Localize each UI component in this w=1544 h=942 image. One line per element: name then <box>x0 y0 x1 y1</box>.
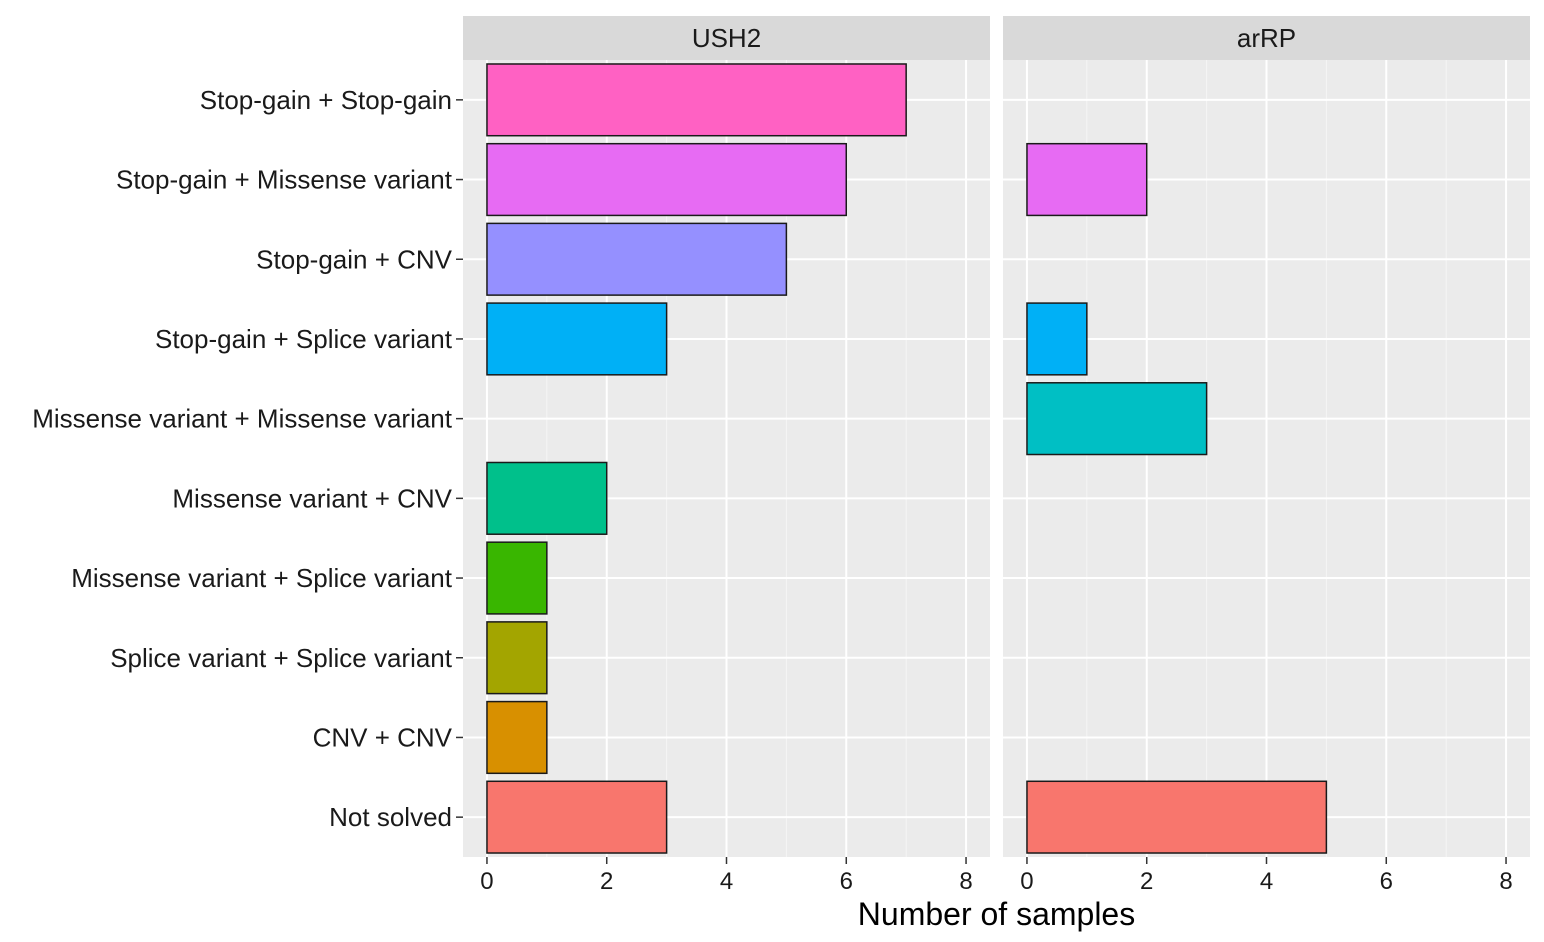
x-tick-label: 0 <box>480 868 493 895</box>
facet-strip-ush2 <box>463 16 990 60</box>
category-label: Stop-gain + Missense variant <box>116 165 453 195</box>
bar-arrp-9 <box>1026 780 1328 854</box>
bar-ush2-9 <box>486 780 668 854</box>
category-label: Missense variant + Splice variant <box>71 563 453 593</box>
bar-ush2-3 <box>486 302 668 376</box>
bar-arrp-1 <box>1026 142 1148 217</box>
x-tick-label: 4 <box>1260 868 1273 895</box>
x-tick-label: 4 <box>720 868 733 895</box>
facet-strip-arrp <box>1003 16 1530 60</box>
category-label: Stop-gain + Splice variant <box>155 324 453 354</box>
bar-arrp-4 <box>1026 382 1208 456</box>
bar-ush2-7 <box>486 621 548 695</box>
x-tick-label: 8 <box>959 868 972 895</box>
facet-label-ush2: USH2 <box>692 23 761 53</box>
bar-ush2-0 <box>486 63 907 137</box>
x-tick-label: 2 <box>600 868 613 895</box>
x-tick-label: 6 <box>840 868 853 895</box>
bar-ush2-1 <box>486 142 848 217</box>
bar-ush2-2 <box>486 222 788 296</box>
category-label: Stop-gain + Stop-gain <box>200 85 452 115</box>
x-tick-label: 0 <box>1020 868 1033 895</box>
bar-ush2-8 <box>486 700 548 775</box>
category-label: CNV + CNV <box>313 722 453 752</box>
x-tick-label: 2 <box>1140 868 1153 895</box>
bar-arrp-3 <box>1026 302 1088 376</box>
category-label: Stop-gain + CNV <box>256 244 452 274</box>
category-label: Missense variant + Missense variant <box>32 404 453 434</box>
x-tick-label: 8 <box>1499 868 1512 895</box>
facet-label-arrp: arRP <box>1237 23 1296 53</box>
x-tick-label: 6 <box>1380 868 1393 895</box>
category-label: Missense variant + CNV <box>172 483 452 513</box>
category-label: Not solved <box>329 802 452 832</box>
category-label: Splice variant + Splice variant <box>110 643 453 673</box>
bar-ush2-5 <box>486 461 608 535</box>
x-axis-title: Number of samples <box>858 896 1135 932</box>
bar-ush2-6 <box>486 541 548 615</box>
